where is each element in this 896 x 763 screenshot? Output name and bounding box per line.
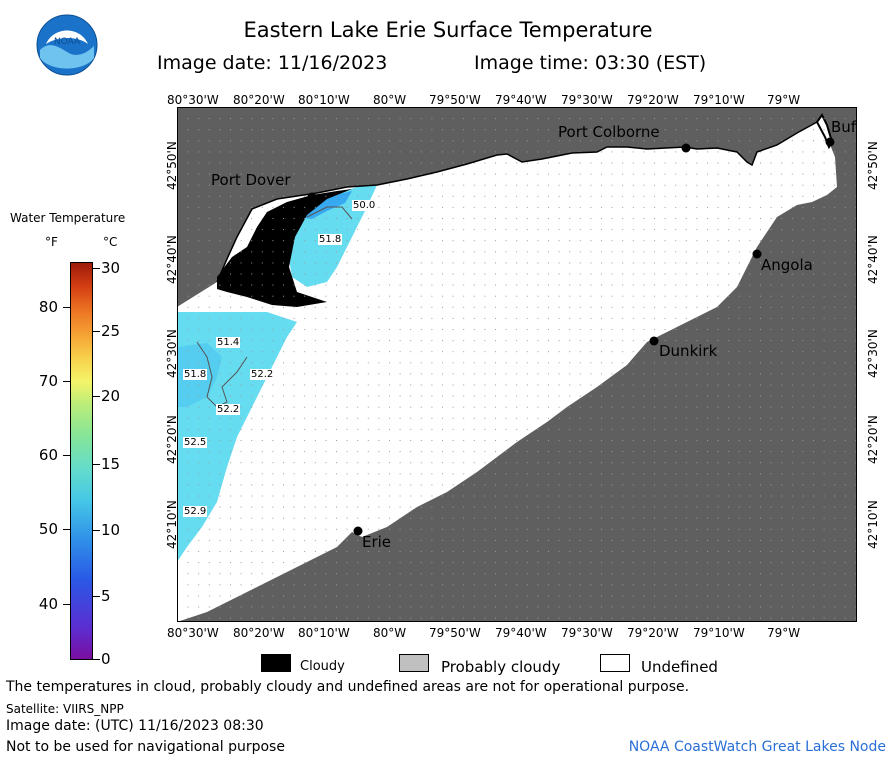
isotherm-label: 51.8 (318, 234, 343, 245)
key-undefined-swatch (600, 654, 630, 672)
key-cloudy-label: Cloudy (300, 659, 345, 674)
lat-label-left: 42°10'N (165, 500, 179, 549)
lon-label-bottom: 80°30'W (167, 626, 219, 640)
lon-label-top: 80°30'W (167, 93, 219, 107)
lon-label-top: 79°30'W (561, 93, 613, 107)
city-marker-buffalo (825, 137, 835, 147)
lat-label-right: 42°30'N (866, 329, 880, 378)
key-probably-cloudy-swatch (399, 654, 429, 672)
c-tick-label: 30 (101, 259, 121, 277)
isotherm-label: 52.5 (183, 437, 208, 448)
c-tick (93, 396, 100, 397)
city-marker-erie (353, 526, 363, 536)
lon-label-bottom: 79°W (767, 626, 801, 640)
lon-label-top: 79°40'W (495, 93, 547, 107)
lon-label-bottom: 79°40'W (495, 626, 547, 640)
noaa-logo: NOAA (36, 14, 98, 76)
lon-label-top: 80°W (373, 93, 407, 107)
city-marker-port-colborne (681, 143, 691, 153)
map-grid (177, 107, 857, 622)
f-tick-label: 70 (38, 372, 58, 390)
unit-celsius: °C (103, 235, 118, 249)
isotherm-label: 50.0 (352, 200, 377, 211)
lat-label-right: 42°10'N (866, 500, 880, 549)
logo-text: NOAA (54, 37, 81, 47)
lat-label-left: 42°50'N (165, 141, 179, 190)
c-tick-label: 15 (101, 455, 121, 473)
f-tick-label: 50 (38, 520, 58, 538)
c-tick-label: 0 (101, 650, 111, 668)
key-probably-cloudy-label: Probably cloudy (441, 658, 561, 676)
f-tick (63, 455, 70, 456)
isotherm-label: 52.2 (216, 404, 241, 415)
c-tick-label: 25 (101, 322, 121, 340)
city-marker-port-dover (307, 192, 317, 202)
c-tick (93, 530, 100, 531)
disclaimer-text: The temperatures in cloud, probably clou… (6, 679, 690, 695)
city-marker-dunkirk (649, 336, 659, 346)
c-tick (93, 464, 100, 465)
lon-label-top: 79°10'W (693, 93, 745, 107)
lon-label-bottom: 79°30'W (561, 626, 613, 640)
credit-text: NOAA CoastWatch Great Lakes Node (628, 739, 886, 755)
lon-label-top: 79°20'W (627, 93, 679, 107)
key-cloudy-swatch (261, 654, 291, 672)
f-tick-label: 80 (38, 298, 58, 316)
c-tick (93, 331, 100, 332)
map-frame (177, 107, 857, 622)
key-undefined-label: Undefined (641, 658, 718, 676)
temperature-colorbar (70, 262, 93, 660)
city-marker-angola (752, 249, 762, 259)
lon-label-bottom: 79°20'W (627, 626, 679, 640)
legend-title: Water Temperature (10, 211, 126, 225)
label-erie: Erie (362, 533, 392, 551)
lat-label-right: 42°50'N (866, 141, 880, 190)
lon-label-top: 80°10'W (298, 93, 350, 107)
isotherm-label: 52.9 (183, 506, 208, 517)
navigation-warning: Not to be used for navigational purpose (6, 739, 285, 755)
lon-label-top: 79°50'W (429, 93, 481, 107)
f-tick-label: 40 (38, 595, 58, 613)
c-tick (93, 659, 100, 660)
c-tick-label: 10 (101, 521, 121, 539)
label-buffalo: Buf (831, 118, 857, 136)
lon-label-bottom: 79°10'W (693, 626, 745, 640)
isotherm-label: 52.2 (250, 369, 275, 380)
lon-label-top: 79°W (767, 93, 801, 107)
label-angola: Angola (761, 256, 813, 274)
f-tick (63, 529, 70, 530)
isotherm-label: 51.4 (216, 337, 241, 348)
lon-label-bottom: 80°20'W (233, 626, 285, 640)
image-date: Image date: 11/16/2023 (157, 52, 388, 74)
lon-label-bottom: 80°10'W (298, 626, 350, 640)
f-tick (63, 381, 70, 382)
lon-label-bottom: 80°W (373, 626, 407, 640)
label-port-colborne: Port Colborne (558, 123, 660, 141)
c-tick-label: 5 (101, 587, 111, 605)
satellite-text: Satellite: VIIRS_NPP (6, 702, 124, 716)
lat-label-left: 42°20'N (165, 415, 179, 464)
c-tick (93, 268, 100, 269)
lat-label-right: 42°40'N (866, 235, 880, 284)
lon-label-top: 80°20'W (233, 93, 285, 107)
f-tick (63, 307, 70, 308)
lat-label-left: 42°30'N (165, 329, 179, 378)
label-dunkirk: Dunkirk (659, 342, 718, 360)
image-time: Image time: 03:30 (EST) (474, 52, 707, 74)
page-title: Eastern Lake Erie Surface Temperature (243, 18, 653, 42)
lat-label-right: 42°20'N (866, 415, 880, 464)
unit-fahrenheit: °F (45, 235, 58, 249)
f-tick-label: 60 (38, 446, 58, 464)
f-tick (63, 604, 70, 605)
c-tick-label: 20 (101, 387, 121, 405)
utc-date-text: Image date: (UTC) 11/16/2023 08:30 (6, 718, 264, 734)
lon-label-bottom: 79°50'W (429, 626, 481, 640)
isotherm-line (306, 206, 353, 220)
isotherm-label: 51.8 (183, 369, 208, 380)
c-tick (93, 596, 100, 597)
label-port-dover: Port Dover (211, 171, 291, 189)
lat-label-left: 42°40'N (165, 235, 179, 284)
